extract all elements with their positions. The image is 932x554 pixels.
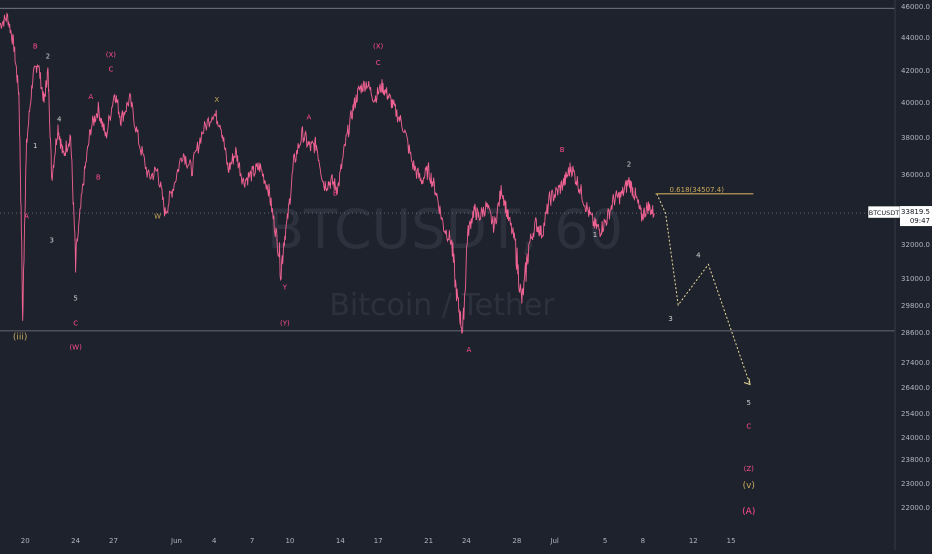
price-tick-label: 24000.0 (901, 434, 930, 442)
time-tick-label: Jul (549, 537, 559, 545)
wave-label: 2 (46, 52, 50, 60)
wave-label: B (33, 43, 38, 51)
time-tick-label: 24 (462, 537, 471, 545)
price-tick-label: 29800.0 (901, 302, 930, 310)
time-tick-label: 7 (250, 537, 254, 545)
wave-label: 3 (668, 315, 672, 323)
price-tick-label: 23000.0 (901, 480, 930, 488)
current-price-value-box (900, 206, 932, 227)
price-axis[interactable]: 46000.0 44000.0 42000.0 40000.0 38000.0 36000… (894, 0, 930, 550)
horizontal-levels (0, 7, 895, 332)
time-tick-label: 28 (512, 537, 521, 545)
wave-label: (v) (743, 481, 755, 491)
time-axis[interactable]: 20 24 27 Jun 4 7 10 14 17 21 24 28 Jul 5 8 12 15 (21, 537, 736, 545)
wave-label: (X) (373, 43, 384, 51)
time-tick-label: 17 (374, 537, 383, 545)
fib-level-label: 0.618(34507.4) (669, 186, 724, 194)
time-tick-label: Jun (170, 537, 182, 545)
price-series-line[interactable] (0, 12, 655, 334)
time-tick-label: 15 (727, 537, 736, 545)
wave-label: C (376, 59, 381, 67)
price-tick-label: 27400.0 (901, 359, 930, 367)
wave-label: (Y) (280, 319, 290, 327)
price-tick-label: 23800.0 (901, 456, 930, 464)
time-tick-label: 10 (285, 537, 294, 545)
price-tick-label: 22000.0 (901, 504, 930, 512)
watermark: BTCUSDT, 60 Bitcoin / Tether (267, 198, 623, 323)
projection-path[interactable] (656, 193, 751, 385)
time-tick-label: 27 (109, 537, 118, 545)
price-series-layer (0, 12, 655, 334)
price-tick-label: 28600.0 (901, 329, 930, 337)
projection-layer: 0.618(34507.4) (655, 186, 754, 386)
price-tick-label: 32000.0 (901, 241, 930, 249)
time-tick-label: 20 (21, 537, 30, 545)
wave-label: B (560, 146, 565, 154)
wave-label: C (746, 422, 751, 430)
time-tick-label: 4 (212, 537, 217, 545)
wave-label: W (154, 213, 161, 221)
time-tick-label: 14 (336, 537, 345, 545)
wave-label: 3 (49, 236, 53, 244)
price-tick-label: 40000.0 (901, 99, 930, 107)
watermark-name: Bitcoin / Tether (329, 288, 555, 323)
price-tick-label: 25400.0 (901, 410, 930, 418)
price-tick-label: 31000.0 (901, 275, 930, 283)
wave-label: B (333, 190, 338, 198)
wave-label: C (108, 66, 113, 74)
time-tick-label: 12 (689, 537, 698, 545)
current-price-countdown: 09:47 (910, 217, 930, 225)
wave-label: 4 (696, 252, 701, 260)
watermark-symbol: BTCUSDT, 60 (267, 198, 623, 261)
price-tick-label: 46000.0 (901, 3, 930, 11)
wave-label: (Z) (744, 465, 755, 473)
wave-label: (W) (69, 344, 82, 352)
wave-label: 1 (593, 231, 597, 239)
wave-label: 2 (627, 161, 631, 169)
wave-label: 5 (73, 295, 77, 303)
time-tick-label: 24 (71, 537, 80, 545)
wave-label: A (306, 114, 311, 122)
wave-labels-layer: B21A345C(W)(iii)AB(X)CWXABY(Y)(X)CAB1234… (13, 43, 755, 518)
price-tick-label: 44000.0 (901, 34, 930, 42)
wave-label: (X) (106, 51, 117, 59)
projection-arrowhead (743, 378, 751, 386)
wave-label: (iii) (13, 333, 28, 343)
wave-label: C (73, 319, 78, 327)
price-tick-label: 36000.0 (901, 171, 930, 179)
current-price-symbol: BTCUSDT (869, 209, 899, 217)
wave-label: (A) (742, 507, 755, 517)
time-tick-label: 5 (603, 537, 607, 545)
wave-label: 5 (747, 399, 751, 407)
time-tick-label: 8 (641, 537, 645, 545)
current-price-badge: BTCUSDT 33819.509:47 (867, 205, 932, 227)
wave-label: A (24, 213, 29, 221)
current-price-value: 33819.5 (901, 208, 930, 216)
wave-label: X (214, 96, 219, 104)
price-tick-label: 38000.0 (901, 134, 930, 142)
wave-label: A (467, 346, 472, 354)
wave-label: Y (282, 283, 288, 291)
price-tick-label: 26400.0 (901, 384, 930, 392)
price-tick-label: 42000.0 (901, 67, 930, 75)
wave-label: A (88, 93, 93, 101)
time-tick-label: 21 (424, 537, 433, 545)
wave-label: 1 (33, 142, 37, 150)
wave-label: B (96, 173, 101, 181)
wave-label: 4 (57, 115, 62, 123)
